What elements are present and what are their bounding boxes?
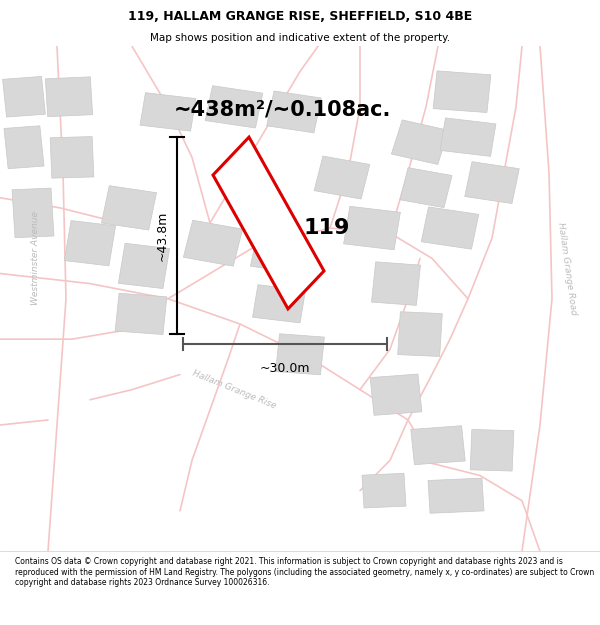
Bar [421, 207, 479, 249]
Text: Hallam Grange Road: Hallam Grange Road [556, 221, 578, 316]
Bar [2, 76, 46, 117]
Bar [12, 188, 54, 238]
Text: ~438m²/~0.108ac.: ~438m²/~0.108ac. [173, 99, 391, 119]
Bar [370, 374, 422, 416]
Bar [411, 426, 465, 464]
Bar [428, 478, 484, 513]
Polygon shape [213, 137, 324, 309]
Bar [440, 118, 496, 156]
Text: Westminster Avenue: Westminster Avenue [31, 211, 41, 306]
Bar [314, 156, 370, 199]
Text: Map shows position and indicative extent of the property.: Map shows position and indicative extent… [150, 33, 450, 43]
Bar [50, 136, 94, 178]
Bar [46, 77, 92, 117]
Bar [250, 234, 302, 272]
Bar [362, 473, 406, 508]
Bar [391, 120, 449, 164]
Text: Contains OS data © Crown copyright and database right 2021. This information is : Contains OS data © Crown copyright and d… [15, 557, 594, 587]
Bar [465, 162, 519, 204]
Text: 119, HALLAM GRANGE RISE, SHEFFIELD, S10 4BE: 119, HALLAM GRANGE RISE, SHEFFIELD, S10 … [128, 10, 472, 23]
Text: ~30.0m: ~30.0m [260, 362, 310, 375]
Bar [470, 429, 514, 471]
Bar [140, 92, 196, 131]
Bar [433, 71, 491, 112]
Bar [398, 312, 442, 356]
Bar [115, 293, 167, 334]
Bar [64, 221, 116, 266]
Bar [275, 334, 325, 375]
Text: 119: 119 [304, 218, 350, 238]
Bar [4, 126, 44, 169]
Bar [118, 243, 170, 289]
Bar [101, 186, 157, 230]
Bar [371, 262, 421, 306]
Bar [267, 91, 321, 133]
Text: Hallam Grange Rise: Hallam Grange Rise [191, 369, 277, 411]
Bar [344, 206, 400, 250]
Bar [253, 285, 305, 323]
Bar [184, 220, 242, 266]
Bar [205, 86, 263, 128]
Bar [400, 168, 452, 208]
Text: ~43.8m: ~43.8m [155, 211, 169, 261]
